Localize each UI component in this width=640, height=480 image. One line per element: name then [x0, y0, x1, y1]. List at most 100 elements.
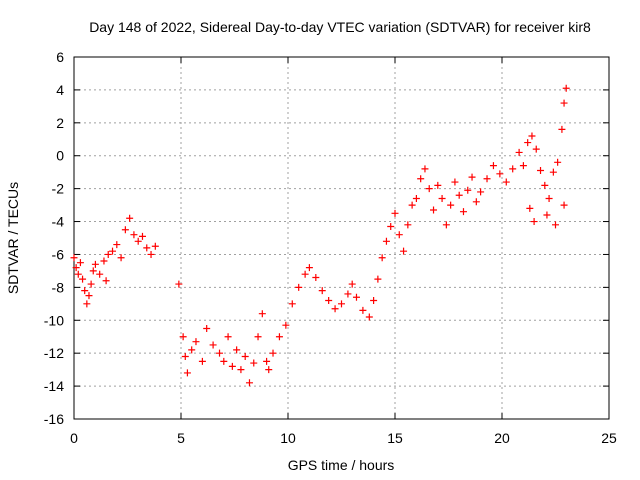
data-point [404, 221, 412, 229]
y-tick-label: -14 [44, 378, 64, 394]
y-tick-label: 2 [56, 115, 64, 131]
data-point [138, 232, 146, 240]
data-point [269, 349, 277, 357]
data-point [370, 297, 378, 305]
data-point [417, 175, 425, 183]
y-tick-label: -10 [44, 312, 64, 328]
data-point [434, 181, 442, 189]
data-point [528, 132, 536, 140]
data-point [412, 195, 420, 203]
data-point [562, 84, 570, 92]
data-point [224, 333, 232, 341]
data-point [91, 260, 99, 268]
data-point [250, 359, 258, 367]
data-point [72, 264, 80, 272]
data-point [325, 297, 333, 305]
data-point [430, 206, 438, 214]
data-point [263, 357, 271, 365]
data-point [464, 186, 472, 194]
data-point [220, 357, 228, 365]
y-axis-label: SDTVAR / TECUs [5, 182, 21, 294]
grid-lines [74, 57, 609, 419]
data-point [560, 201, 568, 209]
data-point [549, 168, 557, 176]
data-point [348, 280, 356, 288]
data-point [318, 287, 326, 295]
data-point [496, 170, 504, 178]
data-point [130, 231, 138, 239]
data-point [468, 173, 476, 181]
data-point [113, 241, 121, 249]
data-point [359, 306, 367, 314]
data-point [344, 290, 352, 298]
chart-title: Day 148 of 2022, Sidereal Day-to-day VTE… [89, 19, 591, 35]
data-point [554, 158, 562, 166]
data-point [216, 349, 224, 357]
data-point [382, 237, 390, 245]
data-point [408, 201, 416, 209]
x-tick-label: 5 [177, 430, 185, 446]
data-point [365, 313, 373, 321]
data-point [530, 218, 538, 226]
data-point [203, 325, 211, 332]
data-point [447, 201, 455, 209]
y-tick-label: -8 [52, 279, 65, 295]
data-point [87, 280, 95, 288]
data-point [245, 379, 253, 387]
data-point [301, 270, 309, 278]
x-axis-ticks: 0 5 10 15 20 25 [70, 57, 617, 446]
data-point [81, 287, 89, 295]
data-point [532, 145, 540, 153]
data-point [121, 226, 129, 234]
data-point [198, 357, 206, 365]
data-point [89, 267, 97, 275]
y-tick-label: -16 [44, 411, 64, 427]
data-point [85, 292, 93, 300]
data-point [117, 254, 125, 262]
data-point [391, 209, 399, 217]
data-point [352, 293, 360, 301]
data-point [425, 185, 433, 193]
data-point [126, 214, 134, 222]
data-point [374, 275, 382, 283]
data-point [100, 257, 108, 265]
data-point [74, 270, 82, 278]
data-point [237, 366, 245, 374]
x-tick-label: 15 [387, 430, 403, 446]
data-point [472, 198, 480, 206]
data-point [76, 259, 84, 267]
data-point [378, 254, 386, 262]
data-point [400, 247, 408, 255]
x-tick-label: 10 [280, 430, 296, 446]
data-point [442, 221, 450, 229]
data-point [395, 231, 403, 239]
x-tick-label: 25 [601, 430, 617, 446]
data-point [560, 99, 568, 107]
data-point [70, 254, 78, 262]
data-point [258, 310, 266, 318]
data-point [83, 300, 91, 308]
x-tick-label: 20 [494, 430, 510, 446]
y-tick-label: -12 [44, 345, 64, 361]
data-point [151, 242, 159, 250]
data-point [519, 162, 527, 170]
data-point [552, 221, 559, 229]
data-point [502, 178, 510, 186]
data-point [192, 338, 200, 346]
data-point [233, 346, 241, 354]
data-point [524, 139, 532, 147]
data-point [305, 264, 313, 272]
y-tick-label: -6 [52, 246, 65, 262]
data-point [526, 204, 534, 212]
data-point [387, 222, 395, 230]
data-point [295, 283, 303, 291]
y-axis-ticks: -16 -14 -12 -10 -8 -6 -4 -2 0 2 4 6 [44, 49, 609, 427]
data-point [543, 211, 551, 219]
data-point [228, 362, 236, 370]
y-tick-label: -4 [52, 214, 65, 230]
y-tick-label: 6 [56, 49, 64, 65]
x-tick-label: 0 [70, 430, 78, 446]
data-point [477, 188, 485, 196]
